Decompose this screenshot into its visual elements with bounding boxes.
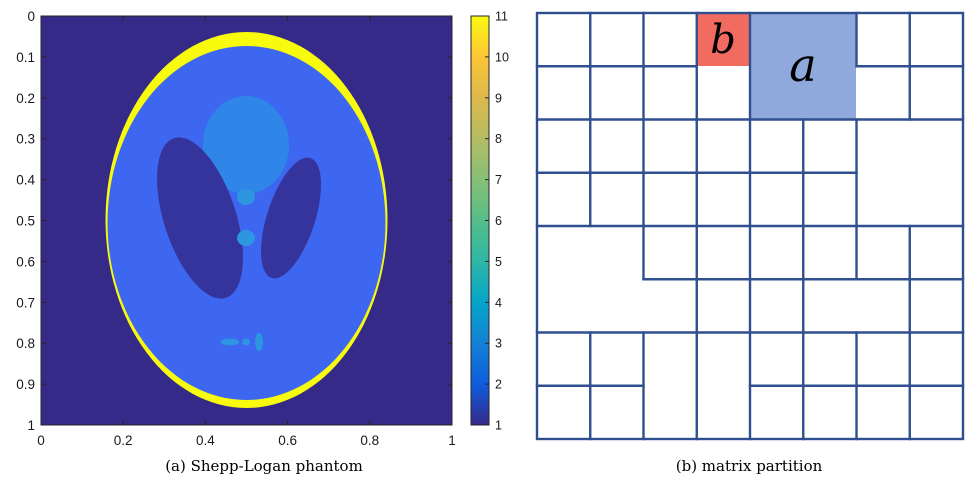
- y-tick-label: 0.5: [16, 214, 35, 229]
- caption-a: (a) Shepp-Logan phantom: [165, 457, 363, 475]
- caption-b: (b) matrix partition: [676, 457, 823, 475]
- y-tick-label: 0.6: [16, 254, 35, 269]
- colorbar-tick-label: 11: [495, 10, 508, 24]
- colorbar-tick-label: 5: [495, 255, 502, 269]
- brain-region: [107, 46, 386, 400]
- colorbar-tick-label: 2: [495, 378, 502, 392]
- colorbar-tick-label: 1: [495, 419, 502, 433]
- y-tick-label: 0.3: [16, 132, 35, 147]
- colorbar-tick-label: 9: [495, 91, 502, 105]
- x-tick-label: 0.2: [114, 433, 133, 448]
- colorbar-axis: 11 10 9 8 7 6 5 4 3 2 1: [485, 10, 509, 433]
- small-spot-4: [242, 338, 250, 346]
- small-spot-1: [237, 189, 255, 205]
- small-spot-3: [221, 338, 239, 346]
- small-spot-2: [237, 230, 255, 246]
- x-axis: 0 0.2 0.4 0.6 0.8 1: [37, 16, 456, 448]
- x-tick-label: 0: [37, 433, 45, 448]
- y-tick-label: 0.2: [16, 91, 35, 106]
- colorbar-tick-label: 10: [495, 50, 509, 64]
- partition-grid: [535, 11, 965, 441]
- y-tick-label: 0.7: [16, 295, 35, 310]
- panel-b: a b (b) matrix partition: [535, 11, 965, 475]
- x-tick-label: 0.4: [196, 433, 215, 448]
- colorbar-tick-label: 6: [495, 214, 502, 228]
- center-region: [203, 96, 289, 194]
- y-axis: 0 0.1 0.2 0.3 0.4 0.5 0.6 0.7 0.8 0.9 1: [16, 9, 452, 433]
- y-tick-label: 0.4: [16, 173, 35, 188]
- y-tick-label: 0.8: [16, 336, 35, 351]
- x-tick-label: 1: [448, 433, 456, 448]
- block-b: [697, 13, 750, 66]
- y-tick-label: 0.9: [16, 377, 35, 392]
- block-b-label: b: [710, 17, 736, 63]
- phantom-image: [41, 16, 452, 425]
- left-ventricle: [157, 137, 243, 299]
- panel-a: 0 0.1 0.2 0.3 0.4 0.5 0.6 0.7 0.8 0.9 1 0 0.2 0.4 0.6…: [16, 9, 509, 475]
- y-tick-label: 1: [27, 418, 35, 433]
- y-tick-label: 0.1: [16, 50, 35, 65]
- colorbar-tick-label: 8: [495, 132, 502, 146]
- colorbar-tick-label: 7: [495, 173, 502, 187]
- colorbar-tick-label: 4: [495, 296, 502, 310]
- block-a: [750, 13, 856, 120]
- right-ventricle: [260, 157, 322, 279]
- x-tick-label: 0.6: [278, 433, 297, 448]
- x-tick-label: 0.8: [360, 433, 379, 448]
- small-spot-5: [255, 333, 263, 351]
- block-a-label: a: [789, 38, 816, 92]
- y-tick-label: 0: [27, 9, 35, 24]
- colorbar-tick-label: 3: [495, 337, 502, 351]
